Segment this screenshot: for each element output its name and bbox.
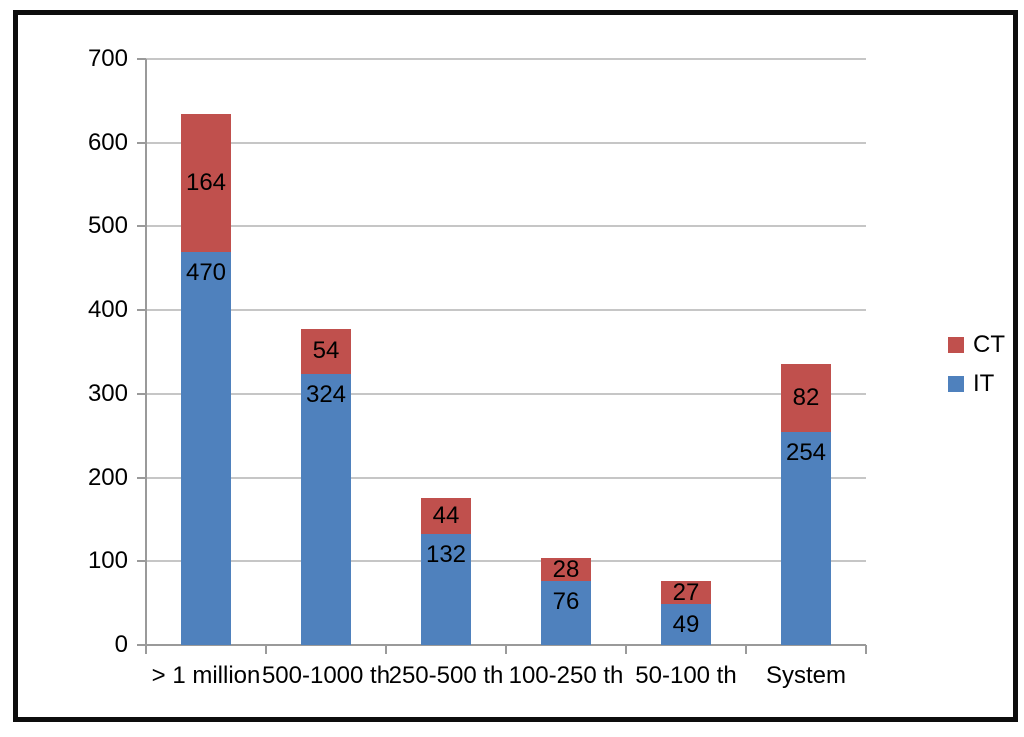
y-axis-tick-label: 0 — [114, 631, 128, 658]
x-axis-category-label: 500-1000 th — [261, 662, 391, 689]
x-axis-tick — [265, 645, 267, 654]
bar-value-label: 132 — [425, 541, 467, 569]
x-axis-category-label: 250-500 th — [388, 662, 504, 689]
gridline — [146, 309, 866, 312]
bar-segment-ct: 164 — [181, 114, 231, 252]
legend-swatch-it — [948, 376, 964, 392]
chart-border-frame — [13, 10, 1018, 722]
y-axis-tick — [137, 309, 146, 312]
legend-item-ct: CT — [948, 332, 1005, 358]
gridline — [146, 225, 866, 228]
legend-label-ct: CT — [973, 331, 1005, 358]
x-axis-category-label: > 1 million — [151, 662, 261, 689]
bar-segment-ct: 27 — [661, 578, 711, 606]
bar-value-label: 470 — [185, 258, 227, 286]
bar-segment-it: 49 — [661, 603, 711, 645]
y-axis-tick — [137, 392, 146, 395]
y-axis-tick-label: 600 — [87, 128, 128, 156]
bar-segment-ct: 28 — [541, 555, 591, 583]
bar-value-label: 254 — [785, 439, 827, 467]
legend-label-it: IT — [973, 370, 995, 397]
bar-segment-it: 324 — [301, 373, 351, 645]
bar-value-label: 49 — [672, 610, 700, 638]
bar-value-label: 164 — [185, 168, 227, 196]
bar-value-label: 54 — [312, 337, 340, 365]
y-axis-tick — [137, 560, 146, 563]
y-axis-tick-label: 700 — [87, 45, 128, 72]
legend-item-it: IT — [948, 371, 1005, 397]
y-axis-tick — [137, 644, 146, 646]
bar-value-label: 28 — [552, 555, 580, 583]
bar-value-label: 324 — [305, 380, 347, 408]
gridline — [146, 392, 866, 395]
bar-segment-ct: 44 — [421, 497, 471, 535]
bar-segment-ct: 54 — [301, 328, 351, 374]
y-axis-tick — [137, 141, 146, 144]
bar-value-label: 82 — [792, 384, 820, 412]
bar-segment-it: 76 — [541, 581, 591, 645]
bar-segment-it: 132 — [421, 534, 471, 645]
x-axis-tick — [865, 645, 867, 654]
x-axis-tick — [745, 645, 747, 654]
x-axis-category-label: 100-250 th — [508, 662, 624, 689]
legend-swatch-ct — [948, 337, 964, 353]
x-axis-tick — [505, 645, 507, 654]
gridline — [146, 58, 866, 60]
x-axis-category-label: System — [765, 662, 846, 689]
y-axis-tick — [137, 225, 146, 228]
bar-segment-it: 470 — [181, 251, 231, 645]
bar-segment-it: 254 — [781, 432, 831, 645]
x-axis-tick — [145, 645, 147, 654]
y-axis-tick-label: 500 — [87, 212, 128, 240]
x-axis-tick — [625, 645, 627, 654]
gridline — [146, 560, 866, 563]
bar-segment-ct: 82 — [781, 363, 831, 433]
gridline — [146, 476, 866, 479]
bar-value-label: 44 — [432, 502, 460, 530]
x-axis-tick — [385, 645, 387, 654]
y-axis-tick-label: 300 — [87, 379, 128, 407]
y-axis-tick-label: 400 — [87, 296, 128, 324]
x-axis-category-label: 50-100 th — [635, 662, 737, 689]
y-axis-tick-label: 100 — [87, 547, 128, 575]
y-axis-tick — [137, 58, 146, 60]
y-axis-tick — [137, 476, 146, 479]
gridline — [146, 141, 866, 144]
y-axis-tick-label: 200 — [87, 463, 128, 491]
bar-value-label: 27 — [672, 578, 700, 606]
y-axis-line — [145, 59, 147, 645]
legend: CT IT — [948, 332, 1005, 397]
bar-value-label: 76 — [552, 588, 580, 616]
